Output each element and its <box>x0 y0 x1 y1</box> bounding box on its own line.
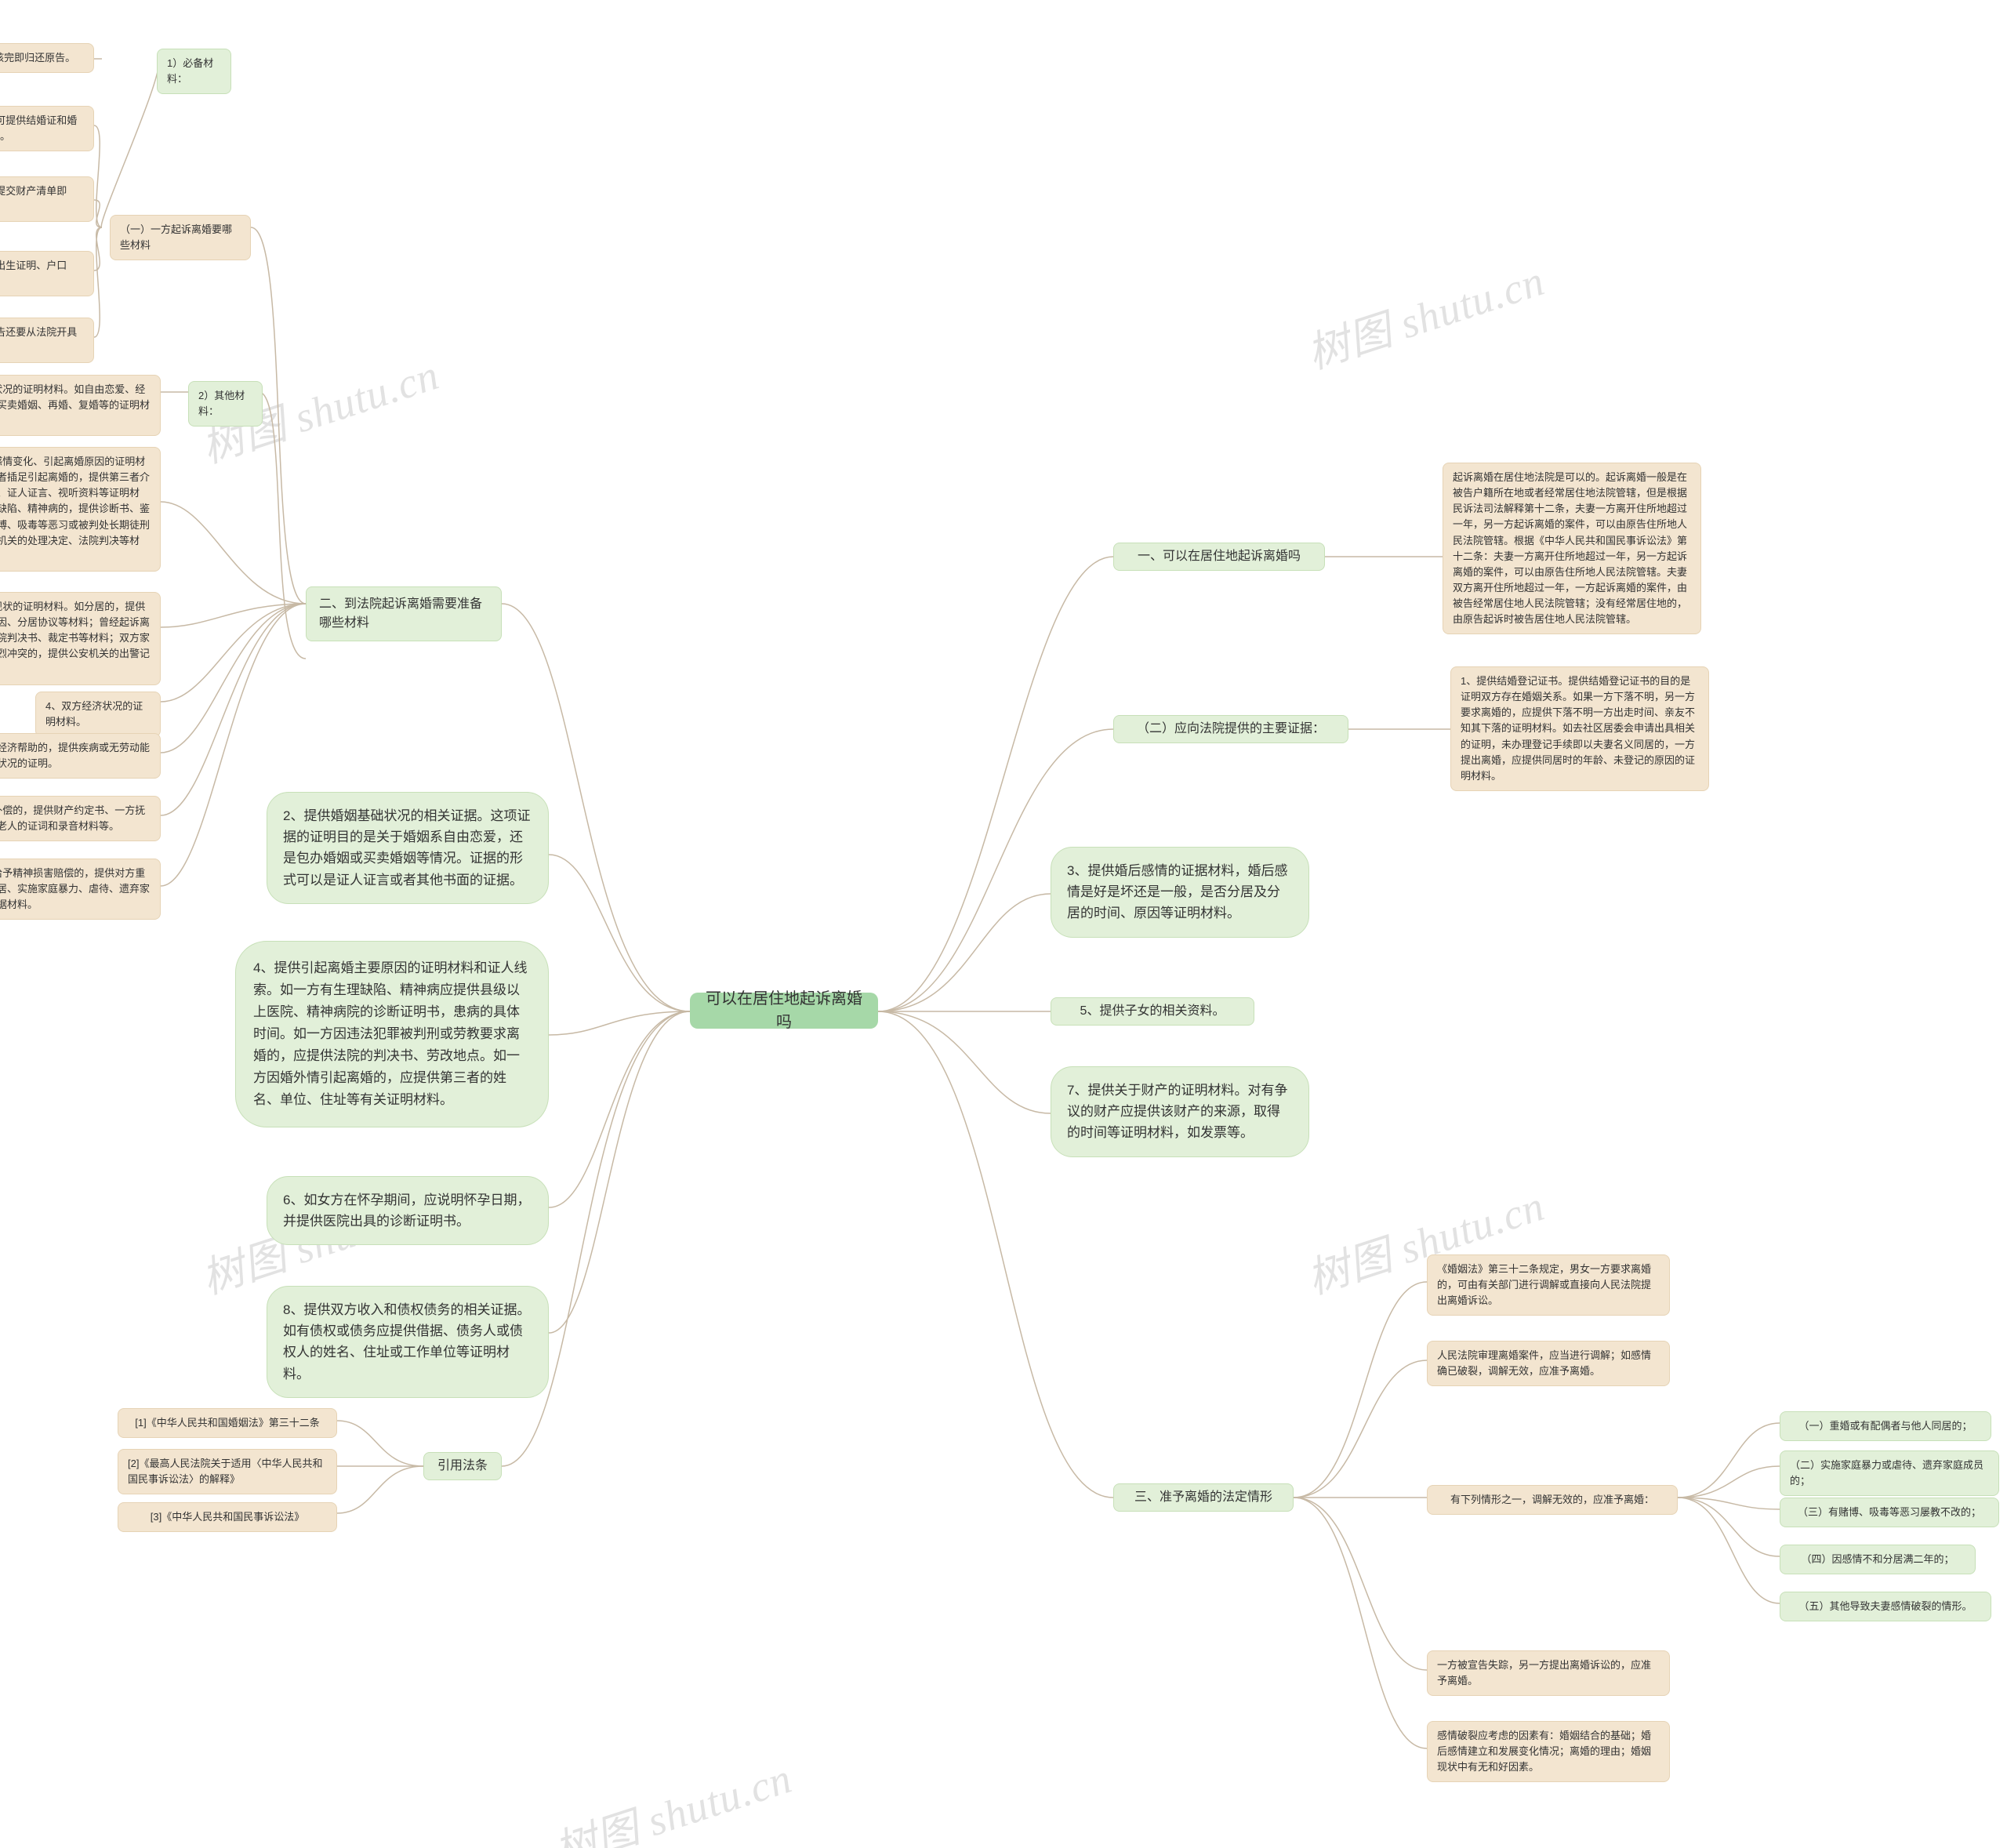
er-b-1: 1、婚姻基础状况的证明材料。如自由恋爱、经人介绍或包办买卖婚姻、再婚、复婚等的证… <box>0 375 161 436</box>
branch-san: 三、准予离婚的法定情形 <box>1113 1483 1294 1512</box>
er-b-3: 3、夫妻关系现状的证明材料。如分居的，提供分居时间、原因、分居协议等材料；曾经起… <box>0 592 161 685</box>
yi-detail: 起诉离婚在居住地法院是可以的。起诉离婚一般是在被告户籍所在地或者经常居住地法院管… <box>1443 463 1701 634</box>
san-3-label: 有下列情形之一，调解无效的，应准予离婚： <box>1427 1485 1678 1515</box>
er-a-3: 3、夫妻共同财产的证明，一般提交财产清单即可，具体在开庭时提交也可。 <box>0 176 94 222</box>
law-label: 引用法条 <box>423 1452 502 1480</box>
er-b-5: 需要对方给予经济帮助的，提供疾病或无劳动能力、经济来源状况的证明。 <box>0 733 161 779</box>
left-6: 6、如女方在怀孕期间，应说明怀孕日期，并提供医院出具的诊断证明书。 <box>267 1176 549 1245</box>
root-node: 可以在居住地起诉离婚吗 <box>690 993 878 1029</box>
er-a-2: 2、双方夫妻关系的证明，一般可提供结婚证和婚姻登记机关出具的婚姻状况证明。 <box>0 106 94 151</box>
er-zhengju-1: 1、提供结婚登记证书。提供结婚登记证书的目的是证明双方存在婚姻关系。如果一方下落… <box>1450 666 1709 791</box>
left-4: 4、提供引起离婚主要原因的证明材料和证人线索。如一方有生理缺陷、精神病应提供县级… <box>235 941 549 1127</box>
law-2: [2]《最高人民法院关于适用〈中华人民共和国民事诉讼法〉的解释》 <box>118 1449 337 1494</box>
branch-5: 5、提供子女的相关资料。 <box>1051 997 1254 1026</box>
left-2: 2、提供婚姻基础状况的相关证据。这项证据的证明目的是关于婚姻系自由恋爱，还是包办… <box>267 792 549 904</box>
er-b-6: 6、需要经济补偿的，提供财产约定书、一方抚育子女、照料老人的证词和录音材料等。 <box>0 796 161 841</box>
er-a-4: 4、有子女的还应当提交子女的出生证明、户口簿。 <box>0 251 94 296</box>
san-1: 《婚姻法》第三十二条规定，男女一方要求离婚的，可由有关部门进行调解或直接向人民法… <box>1427 1254 1670 1316</box>
san-3-4: （四）因感情不和分居满二年的； <box>1780 1545 1976 1574</box>
connector-layer <box>0 0 2007 1848</box>
branch-er: 二、到法院起诉离婚需要准备哪些材料 <box>306 586 502 641</box>
er-b-label: 2）其他材料： <box>188 381 263 427</box>
san-4: 一方被宣告失踪，另一方提出离婚诉讼的，应准予离婚。 <box>1427 1650 1670 1696</box>
branch-yi: 一、可以在居住地起诉离婚吗 <box>1113 543 1325 571</box>
branch-7: 7、提供关于财产的证明材料。对有争议的财产应提供该财产的来源，取得的时间等证明材… <box>1051 1066 1309 1157</box>
san-3-2: （二）实施家庭暴力或虐待、遗弃家庭成员的； <box>1780 1450 1999 1496</box>
branch-er-zhengju: （二）应向法院提供的主要证据： <box>1113 715 1348 743</box>
er-a-label: （一）一方起诉离婚要哪些材料 <box>110 215 251 260</box>
er-b-4: 4、双方经济状况的证明材料。 <box>35 692 161 737</box>
branch-3: 3、提供婚后感情的证据材料，婚后感情是好是坏还是一般，是否分居及分居的时间、原因… <box>1051 847 1309 938</box>
san-5: 感情破裂应考虑的因素有：婚姻结合的基础；婚后感情建立和发展变化情况；离婚的理由；… <box>1427 1721 1670 1782</box>
er-a-req-label: 1）必备材料： <box>157 49 231 94</box>
law-1: [1]《中华人民共和国婚姻法》第三十二条 <box>118 1408 337 1438</box>
san-3-1: （一）重婚或有配偶者与他人同居的； <box>1780 1411 1991 1441</box>
san-2: 人民法院审理离婚案件，应当进行调解；如感情确已破裂，调解无效，应准予离婚。 <box>1427 1341 1670 1386</box>
san-3-3: （三）有赌博、吸毒等恶习屡教不改的； <box>1780 1498 1999 1527</box>
watermark: 树图 shutu.cn <box>545 1743 798 1848</box>
law-3: [3]《中华人民共和国民事诉讼法》 <box>118 1502 337 1532</box>
er-a-1: 1、原告方的身份证原件，审核完即归还原告。 <box>0 43 94 73</box>
er-a-5: 5、如果是第二次起诉离婚，原告还要从法院开具判决生效单。 <box>0 318 94 363</box>
left-8: 8、提供双方收入和债权债务的相关证据。如有债权或债务应提供借据、债务人或债权人的… <box>267 1286 549 1398</box>
san-3-5: （五）其他导致夫妻感情破裂的情形。 <box>1780 1592 1991 1621</box>
er-b-2: 2、婚后夫妻感情变化、引起离婚原因的证明材料。如因第三者插足引起离婚的，提供第三… <box>0 447 161 572</box>
watermark: 树图 shutu.cn <box>1297 245 1551 380</box>
er-b-7: 7、要求对方给予精神损害赔偿的，提供对方重婚、与他人同居、实施家庭暴力、虐待、遗… <box>0 859 161 920</box>
